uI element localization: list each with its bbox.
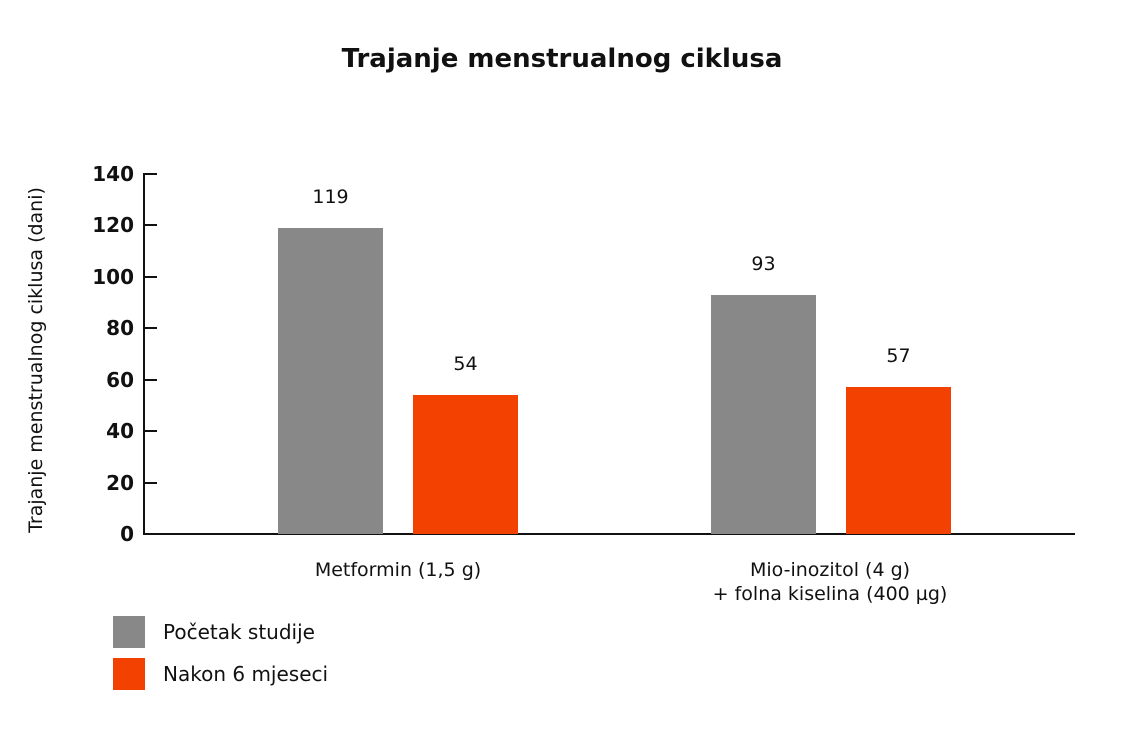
y-tick-label: 80 <box>106 316 134 341</box>
y-tick-mark <box>143 275 157 278</box>
y-tick-label: 100 <box>92 264 134 289</box>
category-label-line: Metformin (1,5 g) <box>314 559 482 581</box>
y-tick-mark <box>143 327 157 330</box>
y-tick-mark <box>143 533 157 535</box>
y-tick-label: 0 <box>120 522 134 546</box>
bar-value-label: 119 <box>312 186 349 208</box>
chart-title: Trajanje menstrualnog ciklusa <box>341 44 783 74</box>
bar-value-label: 93 <box>751 252 776 275</box>
category-label-line: Mio-inozitol (4 g) <box>749 559 911 581</box>
bar-value-label: 57 <box>886 345 911 368</box>
y-tick-label: 40 <box>106 419 134 444</box>
legend-swatch-gray <box>113 616 145 648</box>
y-tick-mark <box>143 430 157 433</box>
y-tick-label: 140 <box>92 162 134 186</box>
y-tick-label: 20 <box>106 470 134 495</box>
y-tick-label: 60 <box>106 367 134 392</box>
legend-label: Nakon 6 mjeseci <box>163 662 329 686</box>
legend-swatch-orange <box>113 658 145 690</box>
y-axis-label: Trajanje menstrualnog ciklusa (dani) <box>25 187 47 533</box>
category-label-metformin: Metformin (1,5 g) <box>268 558 528 582</box>
bar <box>413 395 518 534</box>
x-axis-line <box>143 533 1075 535</box>
bar <box>846 387 951 534</box>
y-tick-mark <box>143 378 157 381</box>
category-label-mio-inozitol: Mio-inozitol (4 g) + folna kiselina (400… <box>680 558 980 606</box>
legend-item-nakon-6-mjeseci: Nakon 6 mjeseci <box>113 658 328 690</box>
bar-value-label: 54 <box>453 353 478 376</box>
y-tick-label: 120 <box>92 213 134 238</box>
y-tick-mark <box>143 224 157 227</box>
y-tick-mark <box>143 173 157 175</box>
bar <box>711 294 816 534</box>
legend-item-pocetak-studije: Početak studije <box>113 616 315 648</box>
y-axis-line <box>143 174 145 535</box>
y-tick-mark <box>143 481 157 484</box>
bar <box>278 228 383 534</box>
legend-label: Početak studije <box>163 620 315 644</box>
category-label-line: + folna kiselina (400 µg) <box>712 583 948 605</box>
